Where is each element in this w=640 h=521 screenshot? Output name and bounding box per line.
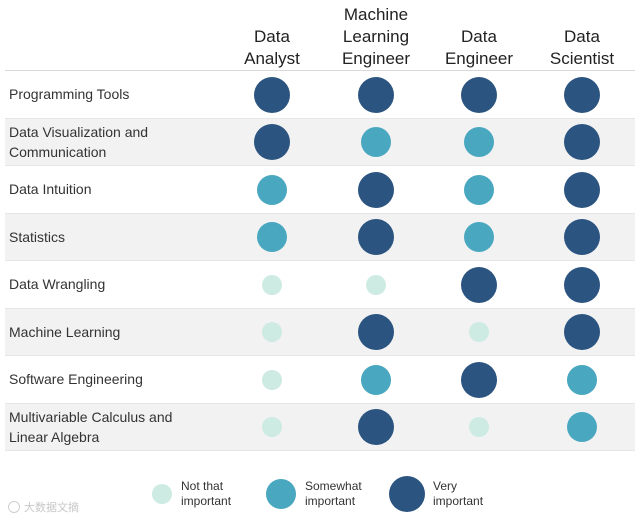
legend-dot-not-that-important [152, 484, 172, 504]
rating-dot-very-important [564, 266, 600, 303]
rating-dot-somewhat-important [567, 364, 597, 395]
legend-dot-very-important [389, 476, 425, 512]
rating-dot-very-important [461, 76, 497, 113]
rating-dot-very-important [564, 171, 600, 208]
skill-label: Data Wrangling [9, 276, 106, 293]
rating-dot-very-important [254, 124, 290, 161]
skill-label: Software Engineering [9, 371, 143, 388]
rating-dot-somewhat-important [361, 127, 391, 158]
table-row: Statistics [5, 213, 635, 261]
watermark: 大数据文摘 [8, 499, 79, 515]
table-row: Data Wrangling [5, 261, 635, 309]
rating-dot-very-important [564, 124, 600, 161]
rating-dot-very-important [358, 76, 394, 113]
rating-dot-not-that-important [262, 369, 282, 390]
rating-dot-very-important [564, 314, 600, 351]
table-row: Data Visualization and Communication [5, 118, 635, 166]
legend-label: Somewhat important [305, 479, 362, 508]
rating-dot-not-that-important [366, 274, 386, 295]
rating-dot-somewhat-important [567, 412, 597, 443]
rating-dot-somewhat-important [361, 364, 391, 395]
table-row: Machine Learning [5, 308, 635, 356]
watermark-text: 大数据文摘 [24, 502, 79, 514]
skill-label: Data Visualization and Communication [9, 123, 149, 160]
rating-dot-very-important [358, 219, 394, 256]
skill-label: Machine Learning [9, 323, 121, 340]
watermark-logo-icon [8, 501, 20, 513]
rating-dot-not-that-important [469, 417, 489, 438]
rating-dot-very-important [564, 219, 600, 256]
rating-dot-somewhat-important [464, 127, 494, 158]
rating-dot-somewhat-important [464, 174, 494, 205]
column-header: Machine Learning Engineer [341, 5, 411, 68]
rating-dot-very-important [564, 76, 600, 113]
rating-dot-somewhat-important [464, 222, 494, 253]
column-header: Data Engineer [444, 27, 514, 68]
column-header: Data Analyst [244, 27, 300, 68]
legend-dot-somewhat-important [266, 479, 296, 509]
skill-label: Statistics [9, 228, 66, 245]
rating-dot-somewhat-important [257, 174, 287, 205]
rating-dot-very-important [461, 266, 497, 303]
skill-label: Programming Tools [9, 86, 130, 103]
header-divider [5, 70, 635, 71]
rating-dot-very-important [461, 361, 497, 398]
table-row: Multivariable Calculus and Linear Algebr… [5, 403, 635, 451]
rating-dot-not-that-important [469, 322, 489, 343]
rating-dot-very-important [358, 171, 394, 208]
rating-dot-somewhat-important [257, 222, 287, 253]
rating-dot-not-that-important [262, 322, 282, 343]
skill-label: Multivariable Calculus and Linear Algebr… [9, 408, 173, 445]
legend-label: Not that important [181, 479, 232, 508]
rating-dot-very-important [358, 409, 394, 446]
column-header: Data Scientist [549, 27, 615, 68]
legend-label: Very important [433, 479, 484, 508]
table-row: Data Intuition [5, 166, 635, 214]
skill-label: Data Intuition [9, 181, 92, 198]
table-row: Software Engineering [5, 356, 635, 404]
table-row: Programming Tools [5, 71, 635, 119]
rating-dot-not-that-important [262, 274, 282, 295]
rating-dot-not-that-important [262, 417, 282, 438]
rating-dot-very-important [254, 76, 290, 113]
rating-dot-very-important [358, 314, 394, 351]
